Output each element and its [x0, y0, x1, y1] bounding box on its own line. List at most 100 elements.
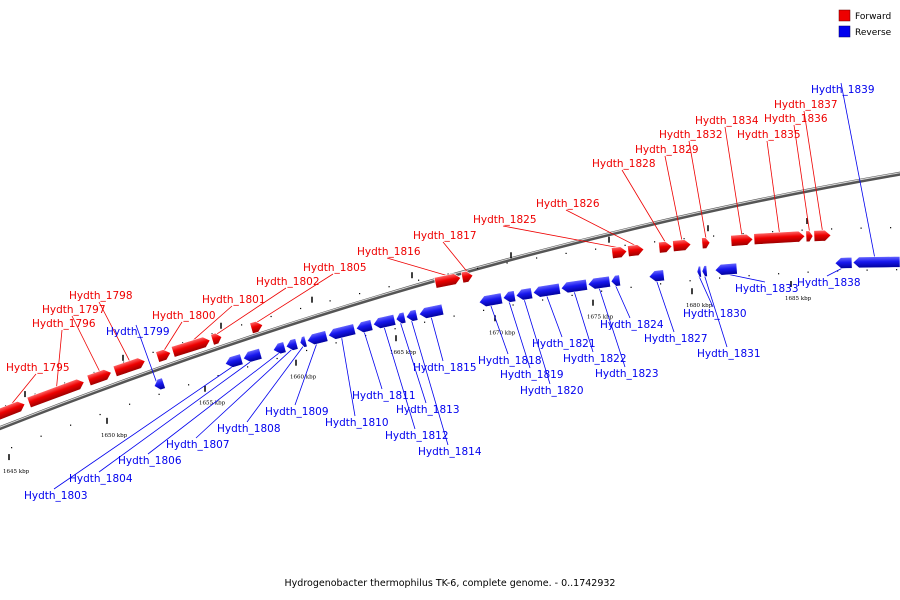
- gene-arrow-hydth-1810[interactable]: [327, 323, 357, 341]
- gene-arrow-hydth-1796[interactable]: [26, 377, 86, 409]
- scale-dot-upper: [890, 227, 892, 229]
- gene-label[interactable]: Hydth_1807: [166, 439, 230, 451]
- gene-label[interactable]: Hydth_1829: [635, 144, 699, 156]
- gene-arrow-hydth-1823[interactable]: [587, 275, 611, 290]
- gene-label[interactable]: Hydth_1800: [152, 310, 216, 322]
- gene-arrow-hydth-1825[interactable]: [611, 246, 628, 260]
- gene-label[interactable]: Hydth_1802: [256, 276, 320, 288]
- gene-label[interactable]: Hydth_1805: [303, 262, 367, 274]
- scale-dot-upper: [300, 307, 302, 310]
- gene-arrow-hydth-1805[interactable]: [249, 320, 265, 335]
- gene-arrow-hydth-1806[interactable]: [272, 341, 287, 356]
- gene-arrow-hydth-1831[interactable]: [701, 265, 708, 277]
- gene-label[interactable]: Hydth_1834: [695, 115, 759, 127]
- scale-dot-upper: [447, 273, 449, 275]
- gene-label[interactable]: Hydth_1821: [532, 338, 596, 350]
- gene-label[interactable]: Hydth_1831: [697, 348, 761, 360]
- gene-arrow-hydth-1799[interactable]: [153, 377, 166, 392]
- gene-arrow-hydth-1821[interactable]: [532, 282, 562, 298]
- gene-arrow-hydth-1795[interactable]: [0, 399, 27, 422]
- gene-arrow-hydth-1814[interactable]: [405, 309, 419, 322]
- gene-arrow-hydth-1830[interactable]: [696, 265, 702, 278]
- gene-label[interactable]: Hydth_1801: [202, 294, 266, 306]
- gene-arrow-hydth-1822[interactable]: [560, 278, 588, 294]
- gene-label[interactable]: Hydth_1803: [24, 490, 88, 502]
- tick-label: 1680 kbp: [686, 303, 713, 309]
- gene-label[interactable]: Hydth_1825: [473, 214, 537, 226]
- gene-label[interactable]: Hydth_1822: [563, 353, 627, 365]
- gene-label[interactable]: Hydth_1815: [413, 362, 477, 374]
- gene-label[interactable]: Hydth_1836: [764, 113, 828, 125]
- gene-label[interactable]: Hydth_1833: [735, 283, 799, 295]
- gene-label[interactable]: Hydth_1820: [520, 385, 584, 397]
- gene-arrow-hydth-1801[interactable]: [170, 335, 212, 358]
- gene-arrow-hydth-1833[interactable]: [714, 262, 738, 276]
- gene-arrow-hydth-1836[interactable]: [805, 230, 814, 243]
- gene-label[interactable]: Hydth_1827: [644, 333, 708, 345]
- gene-label[interactable]: Hydth_1823: [595, 368, 659, 380]
- gene-label[interactable]: Hydth_1824: [600, 319, 664, 331]
- gene-arrow-hydth-1839[interactable]: [852, 256, 900, 269]
- gene-arrow-hydth-1829[interactable]: [672, 239, 692, 252]
- gene-arrow-hydth-1827[interactable]: [648, 269, 665, 283]
- gene-arrow-hydth-1808[interactable]: [299, 335, 308, 348]
- gene-arrow-hydth-1819[interactable]: [502, 290, 517, 304]
- gene-arrow-hydth-1826[interactable]: [627, 244, 645, 258]
- gene-label[interactable]: Hydth_1810: [325, 417, 389, 429]
- gene-label[interactable]: Hydth_1813: [396, 404, 460, 416]
- gene-label[interactable]: Hydth_1811: [352, 390, 416, 402]
- gene-arrow-hydth-1837[interactable]: [813, 229, 832, 242]
- gene-label[interactable]: Hydth_1795: [6, 362, 70, 374]
- gene-arrow-hydth-1817[interactable]: [460, 270, 474, 284]
- gene-label[interactable]: Hydth_1817: [413, 230, 477, 242]
- gene-arrow-hydth-1816[interactable]: [433, 272, 462, 289]
- gene-arrow-hydth-1798[interactable]: [112, 356, 147, 378]
- gene-label[interactable]: Hydth_1839: [811, 84, 875, 96]
- gene-label[interactable]: Hydth_1828: [592, 158, 656, 170]
- gene-arrow-hydth-1813[interactable]: [395, 311, 407, 325]
- gene-arrow-hydth-1797[interactable]: [86, 367, 113, 387]
- gene-label[interactable]: Hydth_1806: [118, 455, 182, 467]
- gene-label[interactable]: Hydth_1798: [69, 290, 133, 302]
- gene-arrow-hydth-1832[interactable]: [701, 237, 711, 250]
- gene-label[interactable]: Hydth_1809: [265, 406, 329, 418]
- gene-label[interactable]: Hydth_1799: [106, 326, 170, 338]
- gene-label[interactable]: Hydth_1808: [217, 423, 281, 435]
- gene-label[interactable]: Hydth_1838: [797, 277, 861, 289]
- gene-label[interactable]: Hydth_1812: [385, 430, 449, 442]
- gene-arrow-hydth-1802[interactable]: [210, 332, 224, 346]
- gene-label[interactable]: Hydth_1797: [42, 304, 106, 316]
- gene-label[interactable]: Hydth_1837: [774, 99, 838, 111]
- gene-arrow-hydth-1824[interactable]: [610, 274, 621, 287]
- gene-label[interactable]: Hydth_1830: [683, 308, 747, 320]
- gene-label[interactable]: Hydth_1832: [659, 129, 723, 141]
- gene-arrow-hydth-1800[interactable]: [155, 348, 173, 363]
- gene-arrow-hydth-1828[interactable]: [658, 241, 673, 254]
- gene-label[interactable]: Hydth_1826: [536, 198, 600, 210]
- gene-arrow-hydth-1835[interactable]: [753, 230, 806, 245]
- gene-label[interactable]: Hydth_1819: [500, 369, 564, 381]
- gene-arrow-hydth-1809[interactable]: [306, 330, 329, 347]
- gene-label[interactable]: Hydth_1835: [737, 129, 801, 141]
- gene-arrow-hydth-1803[interactable]: [224, 353, 244, 369]
- gene-arrow-hydth-1818[interactable]: [478, 292, 504, 308]
- scale-dot-lower: [453, 315, 455, 317]
- gene-arrow-hydth-1838[interactable]: [834, 256, 853, 269]
- scale-dot-lower: [276, 357, 278, 360]
- gene-arrow-hydth-1807[interactable]: [285, 338, 299, 351]
- gene-label[interactable]: Hydth_1816: [357, 246, 421, 258]
- scale-dot-upper: [152, 351, 154, 353]
- gene-arrow-hydth-1834[interactable]: [730, 233, 754, 247]
- gene-label[interactable]: Hydth_1796: [32, 318, 96, 330]
- gene-arrow-hydth-1804[interactable]: [242, 347, 263, 364]
- gene-arrow-hydth-1812[interactable]: [372, 313, 397, 330]
- gene-arrow-hydth-1815[interactable]: [418, 303, 445, 320]
- gene-arrow-hydth-1811[interactable]: [355, 319, 374, 334]
- tick-label: 1660 kbp: [290, 375, 317, 381]
- gene-arrow-hydth-1820[interactable]: [515, 287, 534, 301]
- gene-label[interactable]: Hydth_1804: [69, 473, 133, 485]
- legend-reverse-swatch: [838, 25, 851, 38]
- leader-line: [246, 346, 304, 423]
- gene-label[interactable]: Hydth_1814: [418, 446, 482, 458]
- gene-label[interactable]: Hydth_1818: [478, 355, 542, 367]
